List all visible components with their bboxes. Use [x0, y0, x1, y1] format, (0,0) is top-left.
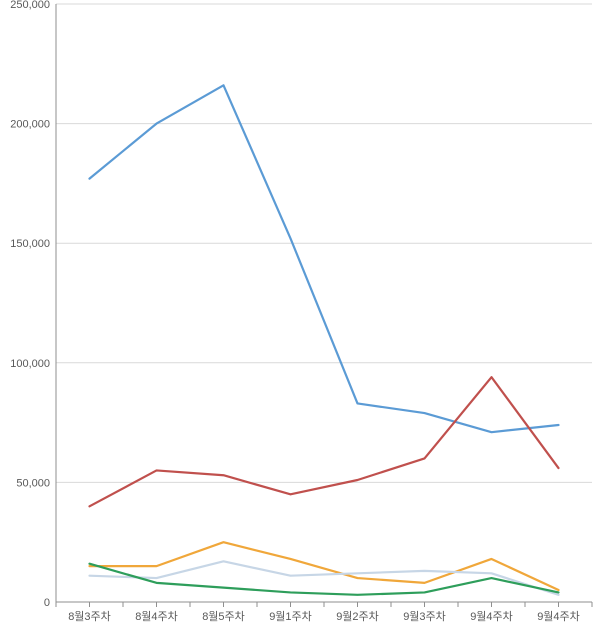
x-tick-label: 8월5주차	[202, 610, 245, 623]
x-tick-label: 9월4주차	[537, 610, 580, 623]
x-tick-label: 9월1주차	[269, 610, 312, 623]
y-tick-label: 0	[44, 597, 50, 609]
y-tick-label: 200,000	[10, 119, 50, 131]
y-tick-label: 50,000	[16, 477, 50, 489]
x-tick-label: 9월2주차	[336, 610, 379, 623]
line-chart: 0 50,000 100,000 150,000 200,000 250,000 8월3주차…	[0, 0, 600, 642]
x-tick-label: 8월3주차	[68, 610, 111, 623]
x-tick-label: 9월3주차	[403, 610, 446, 623]
x-tick-label: 8월4주차	[135, 610, 178, 623]
chart-svg: 0 50,000 100,000 150,000 200,000 250,000 8월3주차…	[0, 0, 600, 642]
y-tick-label: 250,000	[10, 0, 50, 11]
y-tick-label: 100,000	[10, 358, 50, 370]
y-tick-label: 150,000	[10, 238, 50, 250]
x-tick-label: 9월4주차	[470, 610, 513, 623]
